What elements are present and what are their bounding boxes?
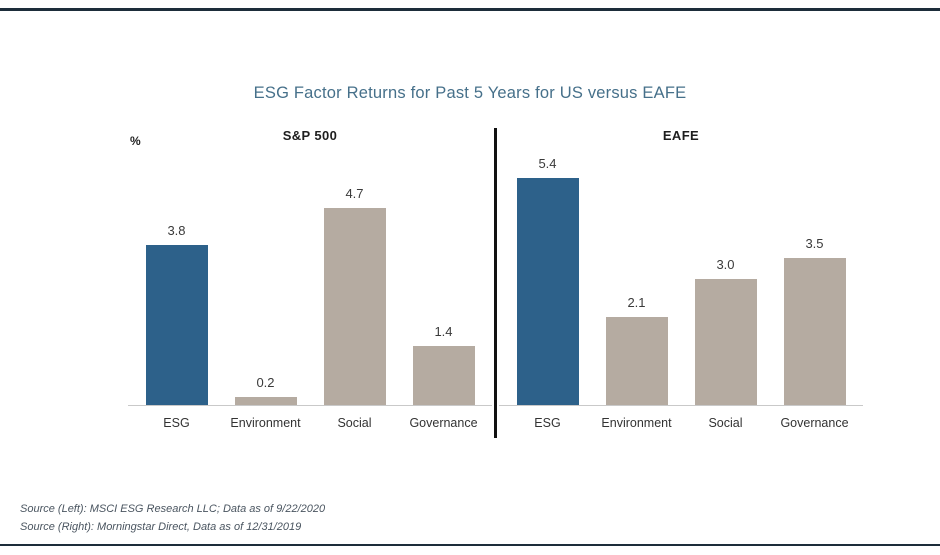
category-label: Environment [230,416,301,430]
bar-rect [694,279,757,405]
y-axis-unit-label: % [130,134,141,148]
bar-social: 3.0 [687,257,765,405]
source-right: Source (Right): Morningstar Direct, Data… [20,521,302,533]
bar-esg: 5.4 [509,156,587,405]
category-label: ESG [163,416,190,430]
eafe-category-labels: ESG Environment Social Governance [499,406,863,438]
bar-rect [516,178,579,405]
sp500-category-labels: ESG Environment Social Governance [128,406,492,438]
bar-esg: 3.8 [138,223,216,405]
bar-rect [412,346,475,405]
bar-value-label: 3.5 [805,236,824,251]
bar-rect [145,245,208,405]
bar-value-label: 3.0 [716,257,735,272]
bar-value-label: 4.7 [345,186,364,201]
top-rule [0,8,940,11]
bar-value-label: 5.4 [538,156,557,171]
category-label: ESG [534,416,561,430]
category-label: Social [337,416,372,430]
category-label: Governance [780,416,849,430]
bar-environment: 2.1 [598,295,676,405]
bar-value-label: 3.8 [167,223,186,238]
bar-value-label: 0.2 [256,375,275,390]
bar-rect [323,208,386,405]
bar-rect [783,258,846,405]
group-label-sp500: S&P 500 [282,128,338,143]
bar-rect [234,397,297,405]
category-label: Governance [409,416,478,430]
bar-governance: 3.5 [776,236,854,405]
bar-value-label: 2.1 [627,295,646,310]
bar-environment: 0.2 [227,375,305,405]
bar-social: 4.7 [316,186,394,405]
eafe-bars: 5.4 2.1 3.0 3.5 [499,154,863,406]
category-label: Environment [601,416,672,430]
panel-divider-line [494,128,497,438]
chart-title: ESG Factor Returns for Past 5 Years for … [253,84,687,102]
eafe-panel: EAFE 5.4 2.1 3.0 3.5 ESG Environment Social Go… [499,128,863,438]
bar-value-label: 1.4 [434,324,453,339]
bottom-rule [0,544,940,546]
sp500-panel: S&P 500 3.8 0.2 4.7 1.4 ESG Environment Socia… [128,128,492,438]
category-label: Social [708,416,743,430]
bar-chart: % S&P 500 3.8 0.2 4.7 1.4 ESG Environment Soc… [128,128,863,438]
source-notes: Source (Left): MSCI ESG Research LLC; Da… [20,500,325,536]
group-label-eafe: EAFE [662,128,700,143]
bar-governance: 1.4 [405,324,483,405]
sp500-bars: 3.8 0.2 4.7 1.4 [128,154,492,406]
source-left: Source (Left): MSCI ESG Research LLC; Da… [20,503,326,515]
bar-rect [605,317,668,405]
